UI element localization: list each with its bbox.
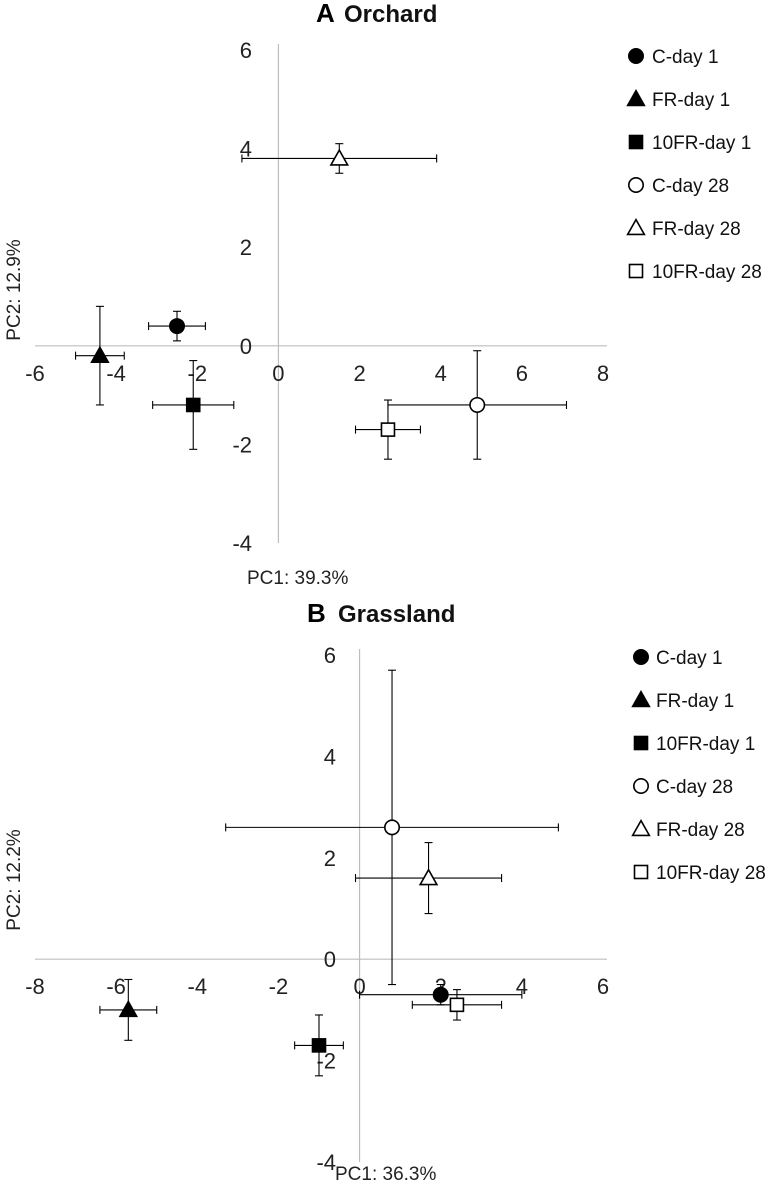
y-tick-label: 2 <box>240 235 252 260</box>
x-tick-label: -6 <box>106 974 126 999</box>
x-tick-label: 6 <box>597 974 609 999</box>
y-tick-label: -4 <box>316 1150 336 1175</box>
data-point <box>90 345 110 363</box>
series-10fr-day28 <box>411 989 503 1021</box>
legend-marker <box>627 47 644 64</box>
x-tick-label: 6 <box>516 361 528 386</box>
y-tick-label: 0 <box>240 334 252 359</box>
legend-marker <box>633 735 649 751</box>
x-tick-label: -8 <box>25 974 45 999</box>
x-tick-label: 4 <box>435 361 447 386</box>
legend-marker <box>632 777 649 794</box>
x-tick-label: -2 <box>269 974 289 999</box>
x-tick-label: -4 <box>106 361 126 386</box>
series-10fr-day1 <box>294 1014 344 1077</box>
legend-marker <box>631 690 651 708</box>
data-point <box>469 396 486 413</box>
series-fr-day1 <box>99 978 158 1041</box>
x-tick-label: 8 <box>597 361 609 386</box>
legend-item: C-day 28 <box>632 777 733 798</box>
series-10fr-day28 <box>354 399 421 460</box>
y-tick-label: -4 <box>232 531 252 556</box>
data-point <box>311 1038 327 1053</box>
x-tick-label: 4 <box>516 974 528 999</box>
legend-item: 10FR-day 28 <box>628 262 762 283</box>
legend-marker <box>628 263 644 279</box>
series-fr-day1 <box>75 305 125 406</box>
data-point <box>169 318 186 335</box>
x-tick-label: 2 <box>353 361 365 386</box>
legend-label: 10FR-day 28 <box>652 262 762 283</box>
legend-label: 10FR-day 28 <box>656 863 766 884</box>
series-c-day1 <box>359 983 523 1006</box>
legend-marker <box>626 218 646 236</box>
legend-marker <box>627 177 644 194</box>
data-point <box>449 997 465 1013</box>
legend-item: 10FR-day 28 <box>633 863 766 884</box>
legend-item: FR-day 1 <box>631 690 734 712</box>
data-point <box>432 986 449 1003</box>
series-fr-day28 <box>241 143 438 174</box>
x-tick-label: 0 <box>272 361 284 386</box>
legend-item: C-day 1 <box>632 648 723 669</box>
x-tick-label: -6 <box>25 361 45 386</box>
data-point <box>118 999 139 1018</box>
panel-a: A Orchard -6 -4 -2 0 2 4 6 8 -4 -2 0 2 4 6 PC1: 39.3% PC2… <box>4 0 762 589</box>
legend-label: C-day 28 <box>652 176 729 197</box>
series-c-day28 <box>225 669 559 986</box>
legend-marker <box>633 864 649 880</box>
x-axis-label: PC1: 36.3% <box>335 1164 436 1185</box>
series-c-day1 <box>148 310 206 342</box>
chart-title: Orchard <box>344 1 437 28</box>
x-axis-label: PC1: 39.3% <box>247 568 348 589</box>
legend-label: FR-day 28 <box>652 219 741 240</box>
y-tick-label: 0 <box>324 947 336 972</box>
panel-letter: B <box>307 598 326 628</box>
y-tick-label: 6 <box>324 643 336 668</box>
legend-item: FR-day 28 <box>631 819 745 841</box>
legend-item: 10FR-day 1 <box>633 734 755 755</box>
legend-item: FR-day 28 <box>626 218 741 240</box>
series-fr-day28 <box>354 842 503 915</box>
legend-item: C-day 28 <box>627 176 729 197</box>
x-tick-label: 0 <box>353 974 365 999</box>
legend-label: 10FR-day 1 <box>652 133 751 154</box>
data-point <box>384 819 401 836</box>
legend-marker <box>626 89 646 107</box>
data-point <box>185 397 201 413</box>
y-tick-label: 4 <box>240 137 252 162</box>
y-tick-label: 6 <box>240 38 252 63</box>
legend-marker <box>628 134 644 150</box>
chart-title: Grassland <box>338 601 455 628</box>
legend-label: C-day 28 <box>656 777 733 798</box>
data-point <box>329 148 350 166</box>
legend-label: 10FR-day 1 <box>656 734 755 755</box>
legend-label: C-day 1 <box>652 47 719 68</box>
legend-label: FR-day 28 <box>656 820 745 841</box>
series-10fr-day1 <box>152 360 235 450</box>
legend-item: C-day 1 <box>627 47 719 68</box>
x-tick-label: -4 <box>188 974 208 999</box>
legend-label: FR-day 1 <box>652 90 730 111</box>
y-axis-label: PC2: 12.2% <box>4 829 25 930</box>
legend-marker <box>631 819 651 837</box>
data-point <box>418 868 439 886</box>
y-tick-label: 4 <box>324 744 336 769</box>
legend-marker <box>632 648 649 665</box>
legend-item: FR-day 1 <box>626 89 730 111</box>
y-tick-label: 2 <box>324 846 336 871</box>
x-tick-label: -2 <box>188 361 208 386</box>
legend-label: FR-day 1 <box>656 691 734 712</box>
legend-label: C-day 1 <box>656 648 723 669</box>
legend-item: 10FR-day 1 <box>628 133 751 154</box>
y-tick-label: -2 <box>232 432 252 457</box>
panel-letter: A <box>316 0 335 28</box>
y-tick-label: -2 <box>316 1049 336 1074</box>
data-point <box>380 422 396 437</box>
y-axis-label: PC2: 12.9% <box>4 239 25 340</box>
series-c-day28 <box>387 350 568 460</box>
